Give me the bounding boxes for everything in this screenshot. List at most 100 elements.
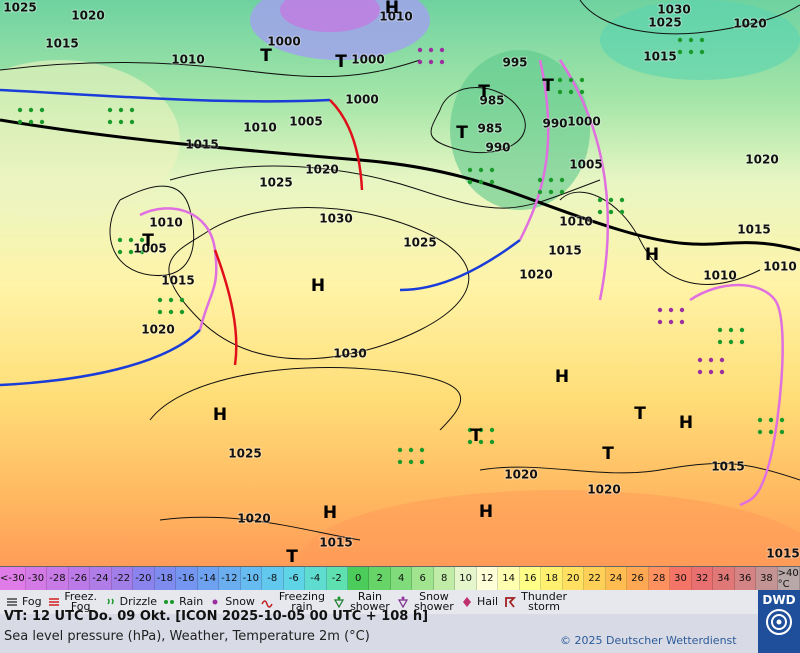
- rain-symbol: [557, 77, 563, 83]
- scale-cell: 26: [627, 567, 649, 590]
- rain-symbol: [39, 107, 45, 113]
- legend-item: Freez. Fog: [48, 591, 98, 612]
- legend-label: Snow: [225, 595, 255, 608]
- rain-symbol: [557, 89, 563, 95]
- rain-symbol: [417, 47, 423, 53]
- weather-legend: Fog Freez. Fog Drizzle Rain Snow Freezin…: [0, 590, 758, 614]
- scale-cell: 16: [519, 567, 542, 590]
- legend-item: Snow shower: [397, 590, 455, 613]
- legend-label: Snow shower: [414, 590, 454, 613]
- occluded-front: [518, 59, 610, 301]
- legend-item: Rain shower: [333, 591, 391, 612]
- scale-cell: 28: [648, 567, 671, 590]
- dwd-logo: DWD: [758, 590, 800, 653]
- rain-symbol: [768, 417, 774, 423]
- rain-symbol: [719, 369, 725, 375]
- scale-cell: -20: [133, 567, 155, 590]
- rain-symbol: [39, 119, 45, 125]
- rain-symbol: [688, 49, 694, 55]
- rain-symbol: [139, 237, 145, 243]
- rain-symbol: [657, 307, 663, 313]
- isobar-label: 995: [502, 56, 527, 70]
- rain-symbol: [579, 89, 585, 95]
- rain-symbol: [668, 307, 674, 313]
- rain-icon: [164, 600, 175, 604]
- rain-symbol: [478, 167, 484, 173]
- rain-symbol: [397, 447, 403, 453]
- scale-cell: 0: [347, 567, 370, 590]
- cold-front: [0, 88, 331, 103]
- rain-symbol: [548, 189, 554, 195]
- scale-cell: -4: [305, 567, 327, 590]
- rain-symbol: [597, 209, 603, 215]
- rain-symbol: [419, 447, 425, 453]
- rain-symbol: [699, 49, 705, 55]
- isobar-1015: [0, 118, 800, 252]
- isobar-label: 1010: [171, 53, 204, 67]
- rain-symbol: [428, 59, 434, 65]
- legend-label: Freezing rain: [278, 590, 325, 613]
- rain-symbol: [419, 459, 425, 465]
- cold-area: [280, 0, 380, 32]
- scale-cell: -24: [90, 567, 112, 590]
- isobar: [168, 207, 470, 360]
- legend-label: Rain: [179, 595, 204, 608]
- cool-area: [450, 50, 590, 210]
- rain-symbol: [489, 427, 495, 433]
- scale-cell: 24: [605, 567, 628, 590]
- isobar-label: 1010: [379, 10, 412, 24]
- isobar-label: 1000: [351, 53, 384, 67]
- logo-text: DWD: [762, 593, 796, 607]
- rain-symbol: [537, 189, 543, 195]
- freezing-fog-icon: [48, 598, 59, 606]
- scale-cell: -22: [111, 567, 134, 590]
- rain-symbol: [657, 319, 663, 325]
- rain-symbol: [439, 47, 445, 53]
- legend-item: Freezing rain: [261, 590, 327, 613]
- rain-symbol: [668, 319, 674, 325]
- rain-symbol: [757, 417, 763, 423]
- rain-shower-icon: [333, 596, 344, 608]
- pressure-center: T: [602, 444, 614, 464]
- occluded-front: [689, 283, 784, 507]
- isobar: [109, 185, 195, 277]
- isobar: [0, 59, 421, 78]
- isobar-label: 1005: [133, 242, 166, 256]
- rain-symbol: [139, 249, 145, 255]
- rain-symbol: [728, 339, 734, 345]
- scale-cell: 2: [369, 567, 391, 590]
- rain-symbol: [568, 77, 574, 83]
- rain-symbol: [467, 427, 473, 433]
- scale-cell: 36: [734, 567, 757, 590]
- rain-symbol: [768, 429, 774, 435]
- pressure-center: T: [634, 404, 646, 424]
- isobar-label: 1010: [763, 260, 796, 274]
- scale-cell: 18: [541, 567, 563, 590]
- scale-cell: 6: [412, 567, 434, 590]
- isobar-label: 1025: [648, 16, 681, 30]
- rain-symbol: [728, 327, 734, 333]
- rain-symbol: [489, 167, 495, 173]
- snow-icon: [212, 599, 218, 605]
- pressure-center: H: [213, 405, 227, 425]
- rain-symbol: [467, 439, 473, 445]
- isobar: [159, 516, 361, 541]
- isobar-label: 1025: [3, 1, 36, 15]
- rain-symbol: [739, 327, 745, 333]
- isobar: [479, 462, 800, 481]
- scale-cell: 14: [498, 567, 520, 590]
- legend-item: Drizzle: [104, 596, 157, 608]
- warm-area: [300, 490, 800, 566]
- warm-front: [213, 249, 238, 366]
- isobar-label: 1015: [319, 536, 352, 550]
- pressure-center: T: [142, 231, 154, 251]
- rain-symbol: [157, 309, 163, 315]
- logo-swirl: [766, 609, 792, 635]
- pressure-center: T: [456, 123, 468, 143]
- isobar-label: 1005: [289, 115, 322, 129]
- rain-symbol: [478, 179, 484, 185]
- isobar-label: 1010: [703, 269, 736, 283]
- rain-symbol: [128, 249, 134, 255]
- isobar: [559, 191, 761, 285]
- rain-symbol: [537, 177, 543, 183]
